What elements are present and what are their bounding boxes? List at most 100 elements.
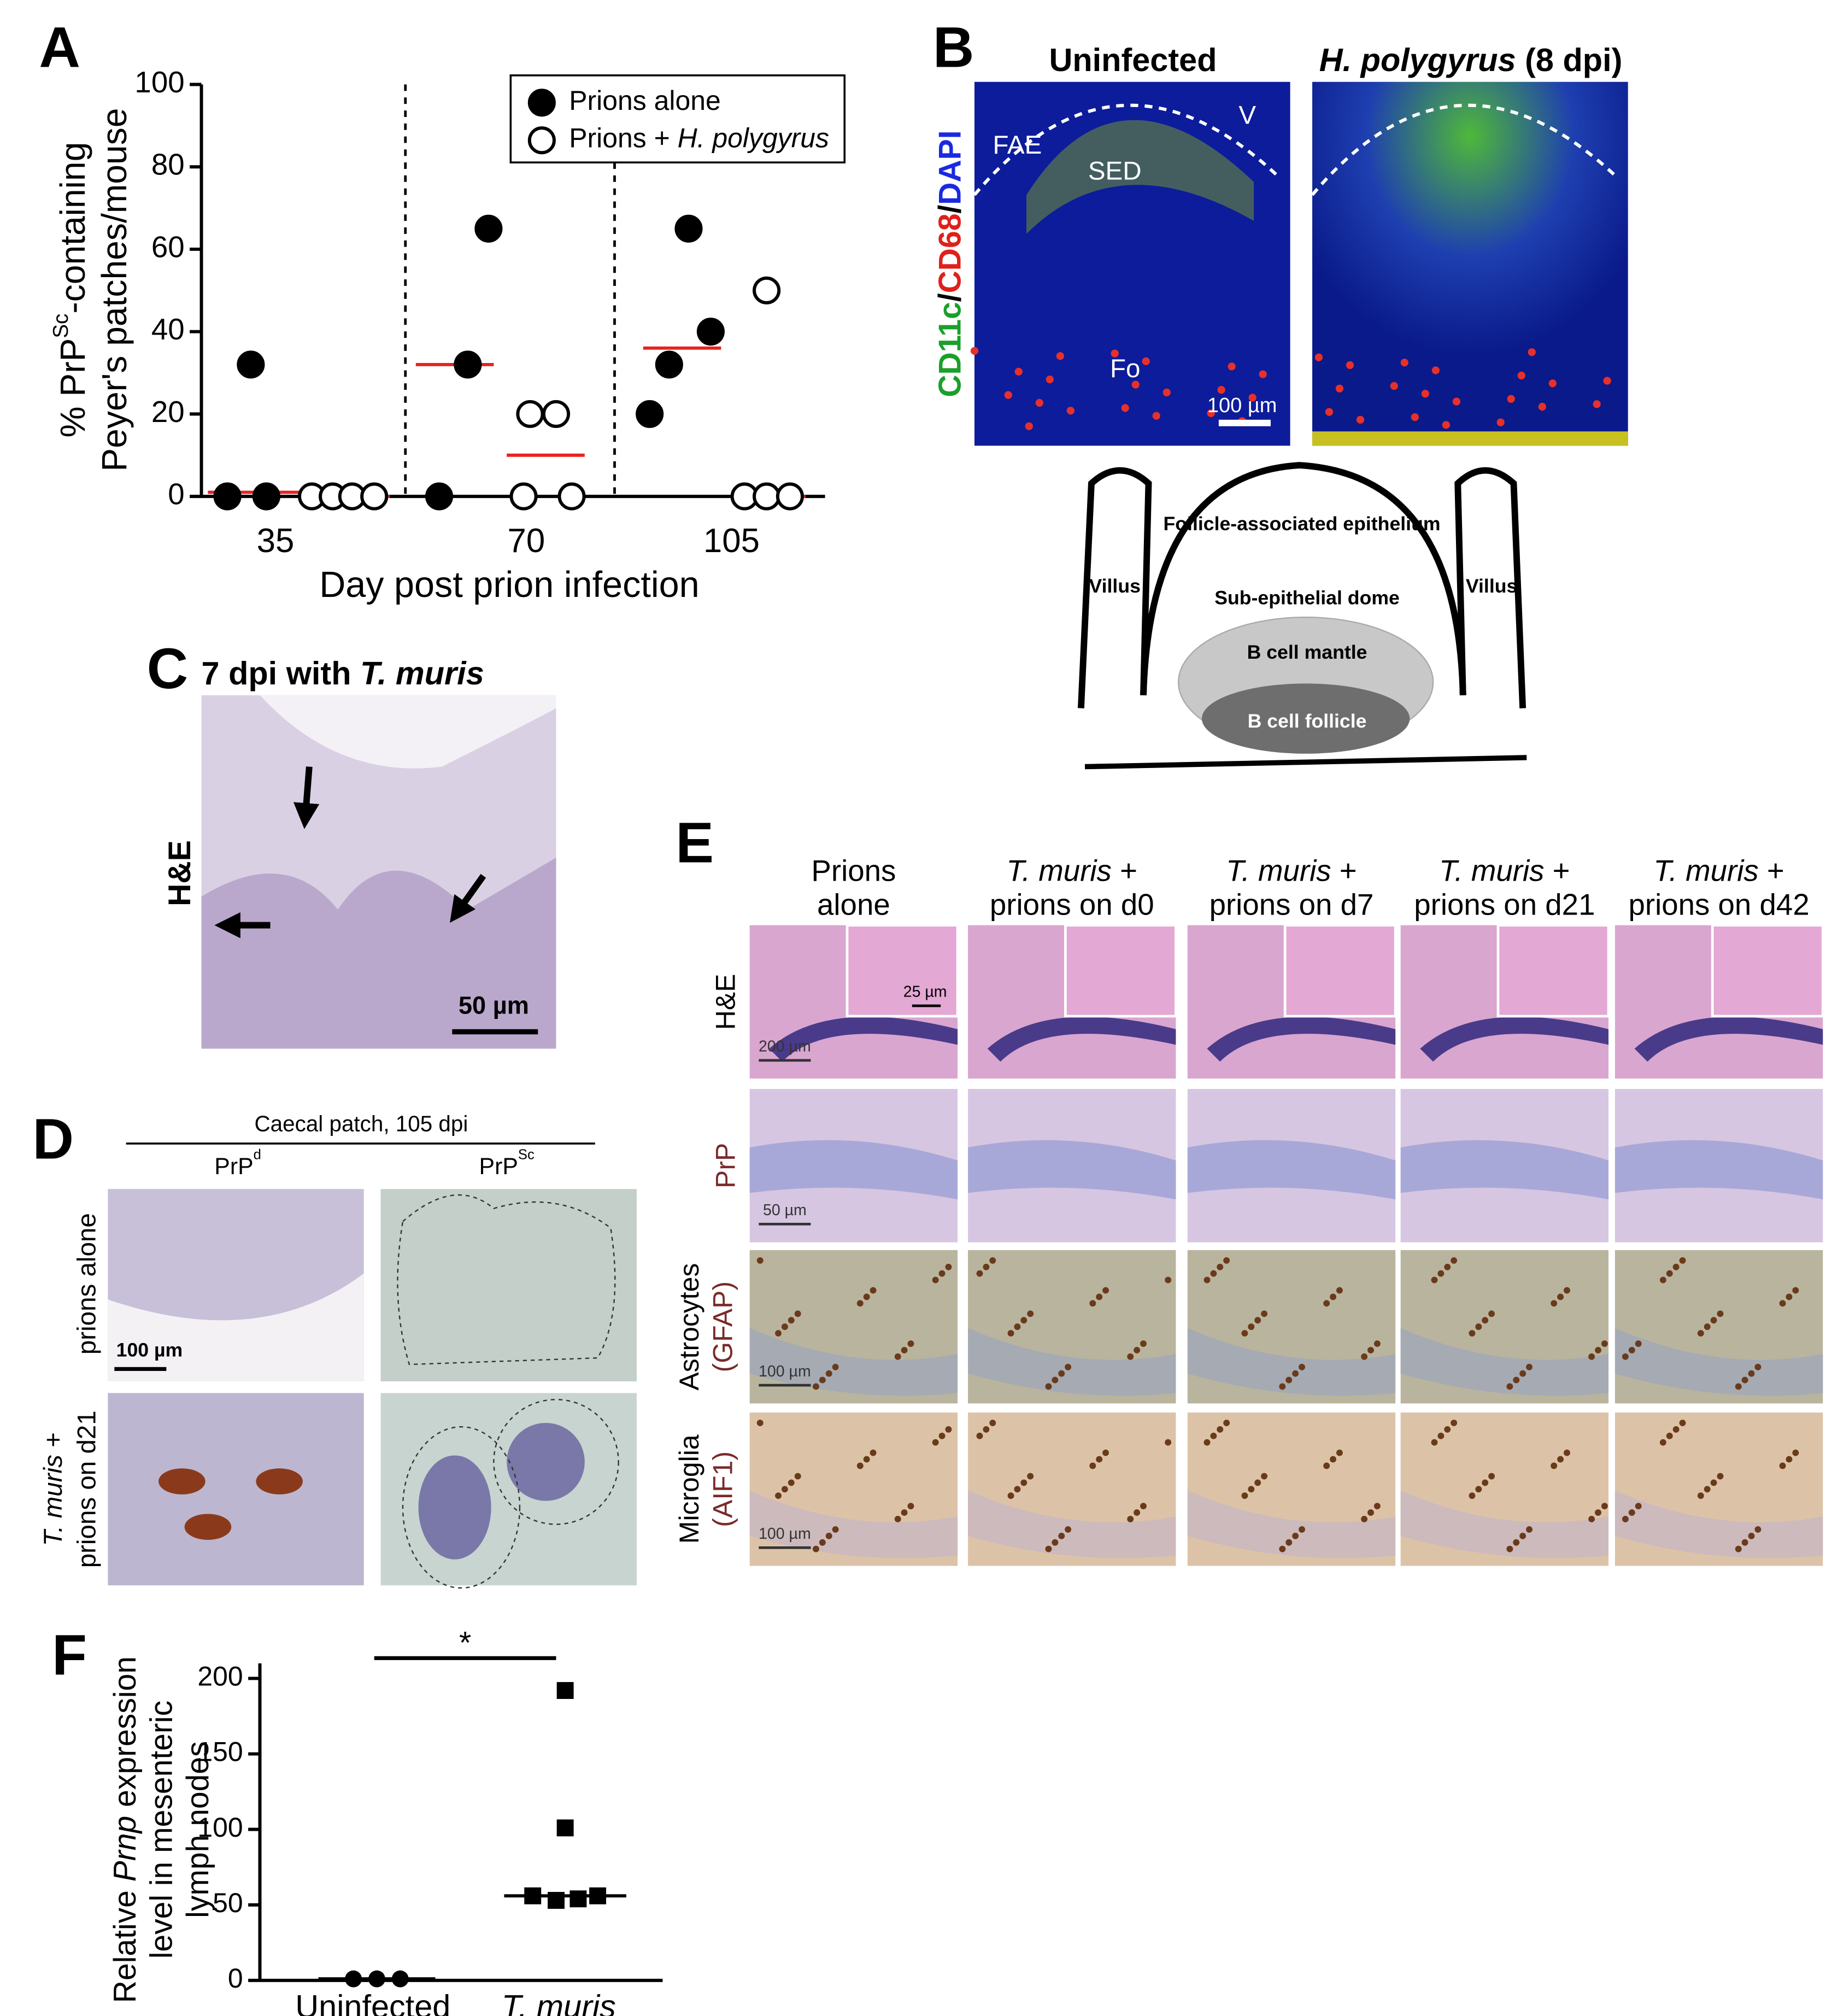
micrograph-layer — [1400, 1490, 1609, 1558]
stain-spot — [1259, 370, 1267, 378]
data-point — [589, 1887, 607, 1904]
stain-cell — [1020, 1317, 1027, 1324]
stain-cell — [1203, 1439, 1211, 1446]
villus — [1077, 467, 1152, 708]
column-label: T. muris + — [1007, 854, 1137, 888]
data-point — [213, 482, 242, 511]
stain-spot — [1431, 366, 1440, 374]
scale-bar — [759, 1059, 811, 1062]
stain-cell — [1519, 1532, 1526, 1539]
stain-spot — [1004, 391, 1012, 399]
stain-cell — [1241, 1330, 1248, 1337]
column-label: T. muris + — [1439, 854, 1570, 888]
stain-spot — [1056, 352, 1065, 360]
stain-spot — [1025, 422, 1033, 430]
scale-bar — [1218, 419, 1271, 426]
micrograph — [380, 1393, 637, 1586]
column-label-part: d — [254, 1147, 261, 1162]
stain-cell — [989, 1420, 996, 1426]
column-label-part: Sc — [518, 1147, 535, 1162]
legend-marker — [527, 126, 556, 155]
micrograph-layer — [1187, 1490, 1396, 1558]
stain-cell — [1065, 1526, 1072, 1533]
stain-cell — [989, 1257, 996, 1264]
micrograph-layer — [1614, 1140, 1823, 1200]
micrograph-edge — [1312, 431, 1628, 446]
arrow — [450, 874, 486, 923]
data-point — [753, 482, 781, 511]
stain-cell — [1635, 1340, 1642, 1347]
stain-cell — [1096, 1293, 1103, 1300]
y-axis-label: lymph nodes — [180, 1741, 215, 1918]
y-tick-label: 50 — [213, 1888, 243, 1918]
y-tick-label: 20 — [151, 395, 185, 429]
significance-label: * — [459, 1626, 471, 1661]
micrograph-layer — [749, 1328, 958, 1396]
stain-cell — [1223, 1257, 1230, 1264]
stain-cell — [856, 1300, 864, 1307]
data-point — [636, 400, 664, 428]
stain-spot — [1035, 398, 1043, 407]
stain-cell — [1330, 1456, 1337, 1463]
stain-cell — [1564, 1449, 1570, 1456]
micrograph-layer — [1187, 1328, 1396, 1396]
stain-cell — [1279, 1545, 1286, 1552]
stain-cell — [1261, 1473, 1268, 1480]
y-tick-label: 100 — [197, 1812, 243, 1843]
stain-cell — [1526, 1363, 1532, 1370]
y-axis-label: Peyer's patches/mouse — [95, 108, 134, 472]
data-point — [252, 482, 280, 511]
image-title-part: H. polygyrus — [1319, 42, 1516, 78]
stain-cell — [932, 1439, 939, 1446]
y-axis-label-part: Prnp — [108, 1816, 143, 1882]
image-title-part: (8 dpi) — [1516, 42, 1623, 78]
stain-cell — [1065, 1363, 1072, 1370]
stain-cell — [1165, 1439, 1172, 1446]
arrow — [293, 766, 320, 829]
stain-cell — [1704, 1323, 1711, 1331]
stain-cell — [983, 1263, 990, 1270]
micrograph — [1312, 81, 1628, 446]
row-label: H&E — [162, 840, 197, 906]
x-tick-label: 105 — [703, 522, 760, 560]
stain-cell — [1748, 1532, 1755, 1539]
data-point — [753, 276, 781, 304]
stain-cell — [832, 1363, 839, 1370]
micrograph-layer — [1614, 1490, 1823, 1558]
stain-cell — [983, 1426, 990, 1433]
stain-cell — [1659, 1276, 1666, 1284]
column-label-part: + — [1759, 854, 1784, 888]
stain-cell — [1679, 1257, 1686, 1264]
micrograph-layer — [968, 1490, 1176, 1558]
column-label-part: T. muris — [1007, 854, 1112, 888]
stain-cell — [1551, 1300, 1558, 1307]
row-label-part: T. muris — [38, 1455, 67, 1546]
y-tick-label: 200 — [197, 1661, 243, 1692]
stain-cell — [1248, 1323, 1255, 1331]
stain-cell — [1475, 1486, 1482, 1493]
stain-cell — [1248, 1486, 1255, 1493]
stain-spot — [1335, 384, 1344, 392]
y-axis-label: Relative Prnp expression — [108, 1656, 143, 2003]
data-point — [360, 482, 389, 511]
stain-cell — [1241, 1492, 1248, 1499]
stain-spot — [1548, 379, 1557, 388]
stain-cell — [1373, 1340, 1381, 1347]
stain-cell — [863, 1293, 870, 1300]
stain-cell — [1595, 1509, 1601, 1516]
stain-cell — [825, 1532, 832, 1539]
dome-outline — [973, 103, 1278, 196]
diagram-label: B cell follicle — [1248, 710, 1367, 732]
inset — [845, 924, 959, 1018]
dome — [1140, 462, 1466, 695]
stain-cell — [1557, 1293, 1564, 1300]
stain-cell — [1014, 1486, 1021, 1493]
stain-spot — [256, 1468, 303, 1495]
stain-cell — [1741, 1539, 1748, 1546]
stain-cell — [907, 1503, 914, 1510]
data-point — [696, 318, 725, 346]
data-point — [674, 214, 703, 243]
stain-cell — [788, 1317, 795, 1324]
stain-cell — [1007, 1330, 1014, 1337]
micrograph-layer — [968, 1328, 1176, 1396]
